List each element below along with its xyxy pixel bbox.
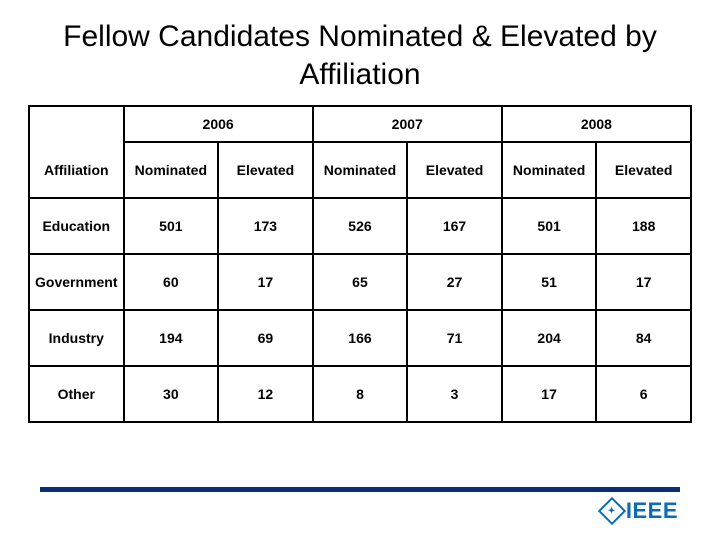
year-header: 2007 [313, 106, 502, 142]
ieee-logo: ✦ IEEE [602, 498, 678, 524]
cell: 204 [502, 310, 597, 366]
column-header-row: Affiliation Nominated Elevated Nominated… [29, 142, 691, 198]
cell: 3 [407, 366, 502, 422]
cell: 30 [124, 366, 219, 422]
cell: 65 [313, 254, 408, 310]
cell: 84 [596, 310, 691, 366]
row-label: Education [29, 198, 124, 254]
blank-header [29, 106, 124, 142]
cell: 188 [596, 198, 691, 254]
footer-divider [40, 487, 680, 492]
cell: 167 [407, 198, 502, 254]
cell: 71 [407, 310, 502, 366]
cell: 69 [218, 310, 313, 366]
logo-text: IEEE [626, 498, 678, 524]
col-header: Elevated [596, 142, 691, 198]
table-row: Other 30 12 8 3 17 6 [29, 366, 691, 422]
cell: 194 [124, 310, 219, 366]
cell: 60 [124, 254, 219, 310]
table-row: Industry 194 69 166 71 204 84 [29, 310, 691, 366]
col-header: Elevated [218, 142, 313, 198]
cell: 526 [313, 198, 408, 254]
table-row: Education 501 173 526 167 501 188 [29, 198, 691, 254]
col-header: Nominated [313, 142, 408, 198]
slide-title: Fellow Candidates Nominated & Elevated b… [28, 18, 692, 93]
table-row: Government 60 17 65 27 51 17 [29, 254, 691, 310]
col-header: Elevated [407, 142, 502, 198]
row-label: Government [29, 254, 124, 310]
cell: 8 [313, 366, 408, 422]
cell: 17 [218, 254, 313, 310]
col-header: Nominated [502, 142, 597, 198]
cell: 173 [218, 198, 313, 254]
logo-diamond-icon: ✦ [598, 497, 626, 525]
cell: 17 [502, 366, 597, 422]
year-header: 2008 [502, 106, 691, 142]
cell: 501 [124, 198, 219, 254]
cell: 17 [596, 254, 691, 310]
row-label: Industry [29, 310, 124, 366]
row-label: Other [29, 366, 124, 422]
cell: 51 [502, 254, 597, 310]
col-header: Affiliation [29, 142, 124, 198]
cell: 6 [596, 366, 691, 422]
year-header: 2006 [124, 106, 313, 142]
col-header: Nominated [124, 142, 219, 198]
logo-symbol: ✦ [608, 505, 616, 516]
cell: 166 [313, 310, 408, 366]
cell: 12 [218, 366, 313, 422]
cell: 27 [407, 254, 502, 310]
data-table: 2006 2007 2008 Affiliation Nominated Ele… [28, 105, 692, 423]
year-header-row: 2006 2007 2008 [29, 106, 691, 142]
cell: 501 [502, 198, 597, 254]
